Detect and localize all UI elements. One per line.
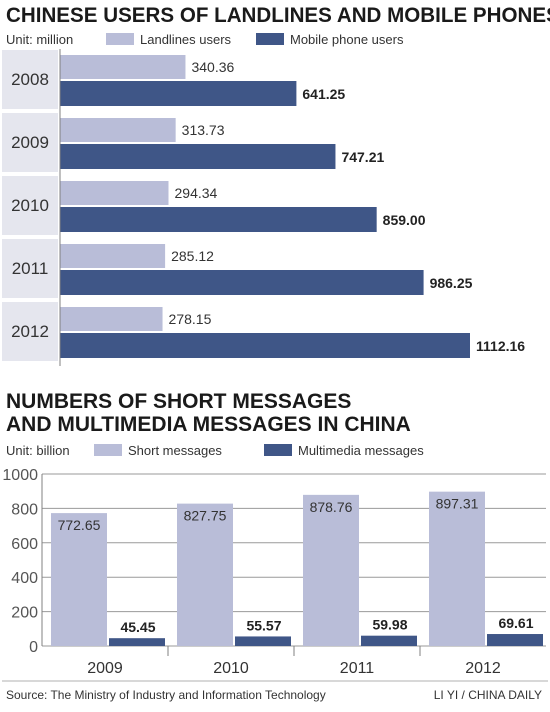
short-message-bar	[177, 503, 233, 646]
multimedia-value-label: 55.57	[246, 617, 281, 633]
category-label: 2009	[11, 133, 49, 152]
year-band	[2, 50, 58, 109]
y-tick-label: 1000	[2, 467, 38, 484]
mobile-bar	[60, 270, 424, 295]
landline-value-label: 285.12	[171, 248, 214, 264]
mobile-bar	[60, 207, 377, 232]
legend-multimedia-swatch	[264, 444, 292, 456]
legend-mobile-label: Mobile phone users	[290, 32, 404, 47]
legend-mobile-swatch	[256, 33, 284, 45]
landline-bar	[60, 118, 176, 142]
landline-bar	[60, 181, 169, 205]
mobile-value-label: 1112.16	[476, 338, 525, 354]
landline-bar	[60, 307, 163, 331]
multimedia-value-label: 45.45	[120, 619, 155, 635]
multimedia-value-label: 69.61	[498, 615, 533, 631]
credit-note: LI YI / CHINA DAILY	[433, 688, 542, 702]
legend-short-swatch	[94, 444, 122, 456]
multimedia-bar	[235, 636, 291, 646]
short-message-value-label: 878.76	[310, 499, 353, 515]
landline-value-label: 313.73	[182, 122, 225, 138]
multimedia-value-label: 59.98	[372, 617, 407, 633]
multimedia-bar	[361, 635, 417, 646]
y-tick-label: 200	[11, 605, 38, 622]
year-band	[2, 176, 58, 235]
y-tick-label: 800	[11, 501, 38, 518]
x-tick-label: 2010	[213, 660, 249, 677]
chart1-unit: Unit: million	[6, 32, 74, 47]
source-note: Source: The Ministry of Industry and Inf…	[6, 688, 326, 702]
chart1-bar-chart: 2008 340.36 641.25 2009 313.73 747.21 2010 294.…	[2, 49, 525, 366]
mobile-value-label: 641.25	[302, 86, 345, 102]
mobile-value-label: 747.21	[341, 149, 384, 165]
x-tick-label: 2011	[340, 660, 375, 677]
chart2-title-line1: NUMBERS OF SHORT MESSAGES	[6, 390, 352, 413]
multimedia-bar	[487, 634, 543, 646]
x-tick-label: 2012	[465, 660, 501, 677]
short-message-value-label: 772.65	[58, 517, 101, 533]
category-label: 2011	[12, 259, 49, 278]
mobile-value-label: 986.25	[430, 275, 473, 291]
category-label: 2012	[11, 322, 49, 341]
mobile-bar	[60, 81, 297, 106]
category-label: 2008	[11, 70, 49, 89]
landline-value-label: 294.34	[175, 185, 218, 201]
landline-value-label: 278.15	[169, 311, 212, 327]
x-tick-label: 2009	[87, 660, 123, 677]
short-message-bar	[303, 494, 359, 646]
landline-bar	[60, 244, 166, 268]
category-label: 2010	[11, 196, 49, 215]
mobile-bar	[60, 333, 470, 358]
multimedia-bar	[109, 638, 165, 646]
year-band	[2, 113, 58, 172]
legend-landline-label: Landlines users	[140, 32, 232, 47]
y-tick-label: 600	[11, 536, 38, 553]
chart2-unit: Unit: billion	[6, 443, 70, 458]
mobile-bar	[60, 144, 336, 169]
chart2-title-line2: AND MULTIMEDIA MESSAGES IN CHINA	[6, 413, 411, 436]
short-message-value-label: 827.75	[184, 508, 227, 524]
short-message-value-label: 897.31	[436, 496, 479, 512]
year-band	[2, 239, 58, 298]
legend-landline-swatch	[106, 33, 134, 45]
landline-bar	[60, 55, 186, 79]
legend-multimedia-label: Multimedia messages	[298, 443, 424, 458]
landline-value-label: 340.36	[191, 59, 234, 75]
legend-short-label: Short messages	[128, 443, 222, 458]
short-message-bar	[429, 491, 485, 646]
short-message-bar	[51, 513, 107, 646]
mobile-value-label: 859.00	[383, 212, 426, 228]
year-band	[2, 302, 58, 361]
y-tick-label: 0	[29, 639, 38, 656]
chart1-title: CHINESE USERS OF LANDLINES AND MOBILE PH…	[6, 4, 550, 27]
y-tick-label: 400	[11, 570, 38, 587]
